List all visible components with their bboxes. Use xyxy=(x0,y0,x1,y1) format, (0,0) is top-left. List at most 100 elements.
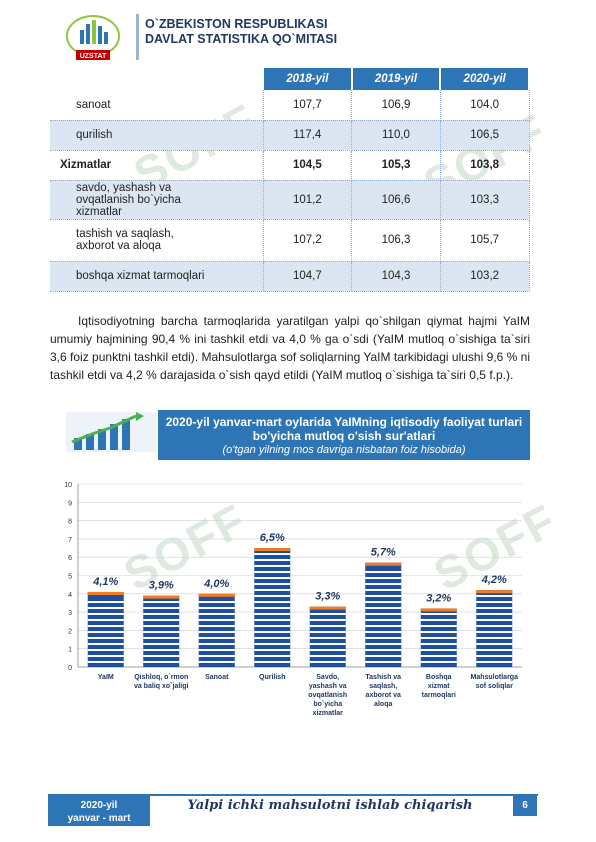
bar-stripe xyxy=(476,649,513,651)
y-tick-label: 8 xyxy=(68,519,72,526)
page-number: 6 xyxy=(513,796,537,816)
bar-stripe xyxy=(198,637,235,639)
table-cell: 104,3 xyxy=(351,261,441,292)
bar-stripe xyxy=(365,637,402,639)
bar-stripe xyxy=(254,571,291,573)
bar-stripe xyxy=(476,607,513,609)
y-tick-label: 2 xyxy=(68,628,72,635)
bar-stripe xyxy=(365,625,402,627)
chart-subtitle: (o'tgan yilning mos davriga nisbatan foi… xyxy=(222,444,466,456)
bar-stripe xyxy=(309,631,346,633)
bar-stripe xyxy=(365,583,402,585)
x-tick-label: Boshqa xyxy=(426,674,452,681)
bar-stripe xyxy=(476,619,513,621)
bar-stripe xyxy=(420,613,457,615)
bar-stripe xyxy=(254,637,291,639)
bar-stripe xyxy=(198,661,235,663)
bar-stripe xyxy=(254,583,291,585)
bar-stripe xyxy=(254,643,291,645)
bar-chart: 0 1 2 3 4 5 6 7 8 9 10 4,1% YaIM 3,9% Qishloq, o`rmon v… xyxy=(64,482,522,717)
table-row: boshqa xizmat tarmoqlari 104,7 104,3 103… xyxy=(50,261,530,292)
bar-cap xyxy=(365,562,402,566)
logo-text: UZSTAT xyxy=(80,53,107,60)
bar-stripe xyxy=(198,649,235,651)
bar-stripe xyxy=(254,649,291,651)
bar-stripe xyxy=(309,643,346,645)
x-tick-label: xizmatlar xyxy=(313,710,344,717)
header-title-line1: O`ZBEKISTON RESPUBLIKASI xyxy=(145,17,328,31)
table-row: sanoat 107,7 106,9 104,0 xyxy=(50,90,530,121)
bar-stripe xyxy=(309,637,346,639)
footer-period-line2: yanvar - mart xyxy=(67,813,131,824)
bar-stripe xyxy=(87,625,124,627)
bar-cap xyxy=(254,548,291,552)
bar-stripe xyxy=(143,655,180,657)
bar-stripe xyxy=(254,613,291,615)
y-tick-label: 9 xyxy=(68,500,72,507)
table-cell: 103,3 xyxy=(440,180,530,220)
bar-stripe xyxy=(143,631,180,633)
bar-stripe xyxy=(198,655,235,657)
bar-stripe xyxy=(254,559,291,561)
footer-title: Yalpi ichki mahsulotni ishlab chiqarish xyxy=(187,798,473,813)
row-label: Xizmatlar xyxy=(50,150,264,181)
data-label: 6,5% xyxy=(260,532,285,544)
bar-stripe xyxy=(420,625,457,627)
bar-stripe xyxy=(476,655,513,657)
growth-chart-icon xyxy=(66,412,156,452)
bar-stripe xyxy=(365,601,402,603)
bar-stripe xyxy=(309,619,346,621)
table-row: qurilish 117,4 110,0 106,5 xyxy=(50,120,530,151)
table-header-blank xyxy=(50,68,264,90)
table-cell: 106,9 xyxy=(351,90,441,121)
bar-stripe xyxy=(420,661,457,663)
table-row: Xizmatlar 104,5 105,3 103,8 xyxy=(50,150,530,181)
bar-stripe xyxy=(420,631,457,633)
chart-title-line2: bo'yicha mutloq o'sish sur'atlari xyxy=(252,429,436,443)
column-header: 2020-yil xyxy=(440,68,530,90)
x-tick-label: yashash va xyxy=(309,683,347,690)
bar-stripe xyxy=(198,613,235,615)
header-divider xyxy=(136,14,139,60)
bar-stripe xyxy=(143,601,180,603)
y-tick-label: 0 xyxy=(68,665,72,672)
bar-stripe xyxy=(254,619,291,621)
x-tick-label: sof soliqlar xyxy=(476,683,514,690)
y-tick-label: 4 xyxy=(68,592,72,599)
bar-stripe xyxy=(254,631,291,633)
bar-cap xyxy=(420,608,457,612)
table-cell: 106,6 xyxy=(351,180,441,220)
bar-stripe xyxy=(87,649,124,651)
bar-stripe xyxy=(476,601,513,603)
row-label: tashish va saqlash, axborot va aloqa xyxy=(50,219,264,262)
data-label: 4,2% xyxy=(481,574,507,586)
table-row: savdo, yashash va ovqatlanish bo`yicha x… xyxy=(50,180,530,220)
bar-stripe xyxy=(254,607,291,609)
bar-stripe xyxy=(420,637,457,639)
data-label: 4,0% xyxy=(203,578,229,590)
row-label: qurilish xyxy=(50,120,264,151)
table-cell: 107,2 xyxy=(263,219,353,262)
bar-stripe xyxy=(365,589,402,591)
bar-stripe xyxy=(198,607,235,609)
x-tick-label: tarmoqlari xyxy=(422,692,456,699)
table-cell: 104,0 xyxy=(440,90,530,121)
bar-stripe xyxy=(254,565,291,567)
x-tick-label: Tashish va xyxy=(365,674,401,681)
bar-stripe xyxy=(87,619,124,621)
bar-stripe xyxy=(87,613,124,615)
bar-stripe xyxy=(143,643,180,645)
footer-period-line1: 2020-yil xyxy=(80,800,118,811)
data-label: 3,3% xyxy=(315,591,340,603)
bar-stripe xyxy=(198,601,235,603)
bar-stripe xyxy=(365,643,402,645)
bar-stripe xyxy=(365,655,402,657)
x-tick-label: va baliq xo`jaligi xyxy=(134,683,189,690)
bar-stripe xyxy=(476,661,513,663)
bar-stripe xyxy=(309,655,346,657)
bar-stripe xyxy=(254,625,291,627)
bar-stripe xyxy=(143,625,180,627)
table-row: tashish va saqlash, axborot va aloqa 107… xyxy=(50,219,530,262)
bar-stripe xyxy=(198,625,235,627)
bar-stripe xyxy=(143,619,180,621)
